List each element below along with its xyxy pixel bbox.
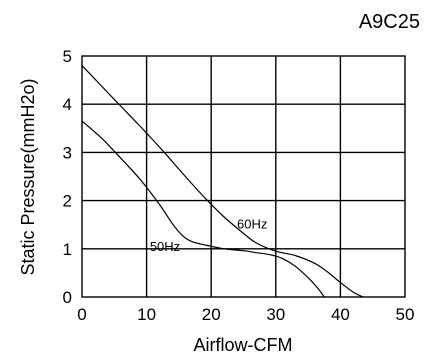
plot-frame: [81, 55, 406, 298]
y-tick-label: 0: [63, 288, 72, 307]
grid: [82, 56, 405, 297]
y-axis-label: Static Pressure(mmH2o): [18, 78, 38, 275]
x-tick-label: 10: [137, 305, 156, 324]
series-line-60hz: [81, 65, 364, 298]
chart-title: A9C25: [359, 11, 420, 33]
x-tick-label: 40: [331, 305, 350, 324]
series-line-50hz: [81, 120, 325, 298]
series-label-60hz: 60Hz: [237, 217, 267, 232]
x-tick-label: 0: [77, 305, 86, 324]
y-tick-labels: 0 1 2 3 4 5: [63, 47, 72, 307]
y-tick-label: 3: [63, 143, 72, 162]
series-label-50hz: 50Hz: [150, 239, 180, 254]
x-tick-label: 30: [266, 305, 285, 324]
y-tick-label: 1: [63, 240, 72, 259]
x-axis-label: Airflow-CFM: [194, 335, 293, 355]
y-tick-label: 4: [63, 95, 72, 114]
x-tick-labels: 0 10 20 30 40 50: [77, 305, 414, 324]
curves: 60Hz 50Hz: [81, 65, 364, 298]
x-tick-label: 20: [202, 305, 221, 324]
y-tick-label: 5: [63, 47, 72, 66]
x-tick-label: 50: [396, 305, 415, 324]
y-tick-label: 2: [63, 192, 72, 211]
